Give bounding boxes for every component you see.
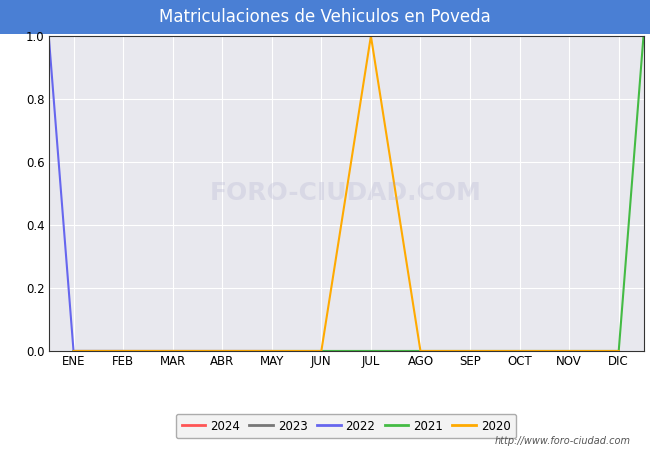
Text: Matriculaciones de Vehiculos en Poveda: Matriculaciones de Vehiculos en Poveda	[159, 8, 491, 26]
Text: FORO-CIUDAD.COM: FORO-CIUDAD.COM	[210, 181, 482, 206]
Text: http://www.foro-ciudad.com: http://www.foro-ciudad.com	[495, 436, 630, 446]
Legend: 2024, 2023, 2022, 2021, 2020: 2024, 2023, 2022, 2021, 2020	[176, 414, 516, 438]
